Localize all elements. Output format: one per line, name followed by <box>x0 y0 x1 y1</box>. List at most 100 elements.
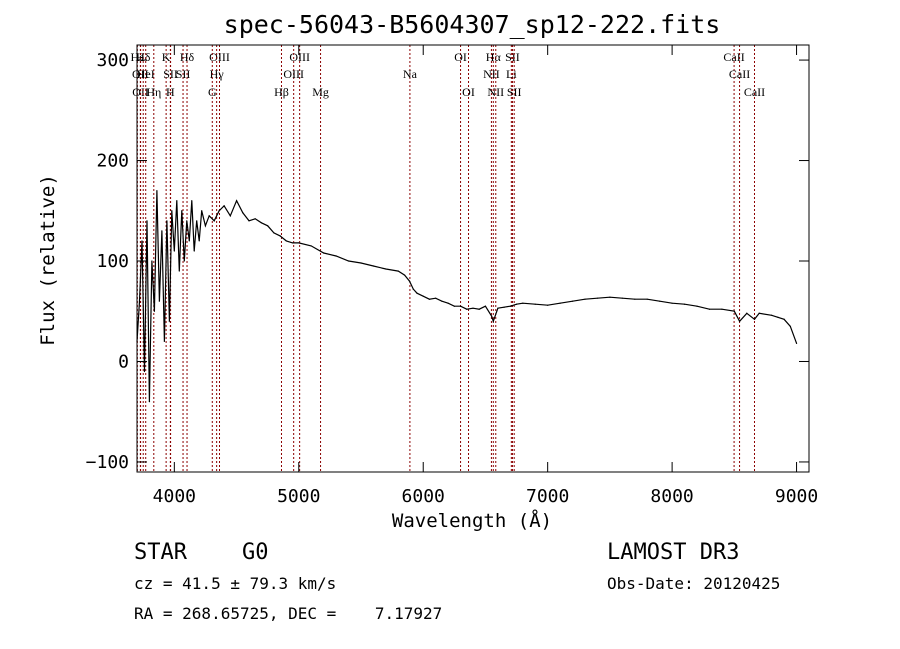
y-tick-label-0: −100 <box>86 452 129 473</box>
data-point-77 <box>571 300 574 302</box>
data-point-20 <box>186 220 188 222</box>
line-label-15: OIII <box>283 67 304 81</box>
series-line-flux <box>136 190 798 402</box>
data-point-95 <box>771 314 773 316</box>
data-point-41 <box>285 240 287 242</box>
data-point-71 <box>509 305 511 307</box>
spectrum-chart: spec-56043-B5604307_sp12-222.fits HεOIIO… <box>37 10 818 532</box>
data-point-35 <box>248 220 250 222</box>
data-point-6 <box>151 260 153 262</box>
data-point-8 <box>156 190 158 192</box>
data-point-25 <box>198 240 200 242</box>
data-point-98 <box>789 325 791 327</box>
data-point-23 <box>193 250 195 252</box>
data-point-69 <box>497 307 499 309</box>
x-tick-label-5: 9000 <box>775 486 818 507</box>
line-label-23: NII <box>487 85 504 99</box>
data-point-78 <box>584 298 586 300</box>
data-point-96 <box>777 316 779 318</box>
data-point-61 <box>453 305 455 307</box>
data-point-32 <box>229 215 231 217</box>
data-point-82 <box>634 298 636 300</box>
coordinates-text: RA = 268.65725, DEC = 7.17927 <box>134 604 443 623</box>
data-point-34 <box>242 212 244 214</box>
line-label-2: OII <box>132 85 149 99</box>
x-tick-label-0: 4000 <box>153 486 196 507</box>
data-point-58 <box>435 297 437 299</box>
line-label-24: SII <box>505 50 520 64</box>
y-tick-label-2: 100 <box>96 251 129 272</box>
data-point-16 <box>176 200 178 202</box>
data-point-46 <box>335 255 337 257</box>
data-point-21 <box>188 240 190 242</box>
data-point-56 <box>422 295 424 297</box>
data-point-1 <box>138 300 141 302</box>
data-point-70 <box>503 306 505 308</box>
data-point-65 <box>478 308 480 310</box>
data-point-87 <box>696 305 698 307</box>
data-point-47 <box>347 260 350 262</box>
line-label-28: CaII <box>729 67 750 81</box>
data-point-85 <box>671 302 673 304</box>
line-label-17: Mg <box>312 85 329 99</box>
data-point-5 <box>148 401 151 403</box>
data-point-26 <box>201 210 203 212</box>
data-point-74 <box>534 303 536 305</box>
data-point-36 <box>254 218 256 220</box>
data-point-62 <box>459 305 462 307</box>
data-point-55 <box>416 292 418 294</box>
data-point-94 <box>758 312 760 314</box>
line-label-14: OIII <box>289 50 310 64</box>
data-point-88 <box>708 308 711 310</box>
data-point-63 <box>466 308 468 310</box>
data-point-38 <box>267 225 269 227</box>
data-point-30 <box>218 210 220 212</box>
data-point-28 <box>208 215 210 217</box>
data-point-15 <box>173 250 175 252</box>
data-point-2 <box>141 240 143 242</box>
data-point-93 <box>753 318 756 320</box>
data-point-17 <box>178 270 180 272</box>
line-label-13: G <box>208 85 217 99</box>
data-point-12 <box>166 220 168 222</box>
data-point-11 <box>163 340 165 342</box>
data-point-60 <box>447 302 449 304</box>
data-point-73 <box>522 302 524 304</box>
data-point-59 <box>441 300 443 302</box>
line-label-10: SII <box>176 67 191 81</box>
data-point-14 <box>171 210 173 212</box>
data-point-54 <box>412 288 414 290</box>
data-point-53 <box>408 280 411 282</box>
line-label-26: SII <box>507 85 522 99</box>
data-point-45 <box>323 252 325 254</box>
line-label-25: Li <box>506 67 517 81</box>
data-point-13 <box>168 320 170 322</box>
line-label-20: OI <box>462 85 475 99</box>
data-point-43 <box>298 242 300 244</box>
line-label-18: Na <box>403 67 418 81</box>
line-label-9: Hδ <box>180 50 195 64</box>
data-point-83 <box>646 298 648 300</box>
data-point-10 <box>161 230 163 232</box>
y-tick-label-4: 300 <box>96 50 129 71</box>
data-point-9 <box>158 300 160 302</box>
line-label-19: OI <box>454 50 467 64</box>
line-label-8: H <box>166 85 175 99</box>
data-point-99 <box>795 342 798 344</box>
velocity-text: cz = 41.5 ± 79.3 km/s <box>134 574 337 593</box>
data-point-27 <box>204 225 207 227</box>
chart-title: spec-56043-B5604307_sp12-222.fits <box>224 10 721 39</box>
data-point-86 <box>683 303 686 305</box>
x-tick-label-4: 8000 <box>650 486 693 507</box>
data-point-80 <box>609 296 611 298</box>
x-tick-label-3: 7000 <box>526 486 569 507</box>
line-label-5: Hη <box>146 85 161 99</box>
line-label-6: K <box>162 50 171 64</box>
spectral-line-markers: HεOIIOIIHδHeIHηKSIIHHδSIIOIIIHγGOIIIOIII… <box>131 45 765 472</box>
data-point-66 <box>484 305 487 307</box>
data-point-49 <box>372 265 375 267</box>
data-point-4 <box>146 220 148 222</box>
line-label-11: OIII <box>209 50 230 64</box>
data-point-3 <box>143 370 146 373</box>
data-point-97 <box>783 318 785 320</box>
